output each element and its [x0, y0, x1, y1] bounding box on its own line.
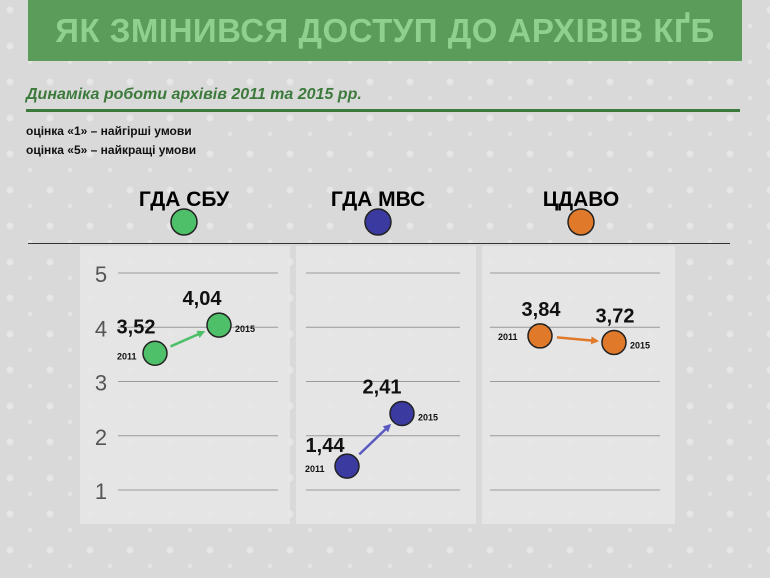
panel-gda-sbu: [80, 246, 290, 524]
data-point: [527, 323, 553, 349]
data-point: [142, 340, 168, 367]
subtitle-rule: [26, 109, 740, 112]
series-arrow: [170, 330, 206, 348]
series-arrow: [556, 336, 600, 345]
series-header-label: ГДА МВС: [331, 188, 425, 211]
panel-tsdavo: [482, 246, 675, 524]
data-value-label: 2,41: [363, 377, 402, 399]
data-point: [334, 453, 360, 479]
y-tick-label: 5: [95, 262, 107, 287]
series-legend-marker: [567, 208, 595, 236]
series-arrow: [358, 423, 392, 456]
data-year-label: 2015: [418, 413, 438, 423]
data-year-label: 2011: [305, 464, 325, 474]
data-year-label: 2011: [117, 351, 137, 361]
series-header-label: ГДА СБУ: [139, 188, 230, 211]
data-point: [389, 400, 415, 427]
panel-gda-mvs: [296, 246, 476, 524]
data-year-label: 2015: [235, 324, 255, 334]
header-rule: [28, 243, 730, 244]
data-year-label: 2015: [630, 340, 650, 350]
data-point: [206, 312, 232, 338]
series-header-label: ЦДАВО: [543, 188, 619, 211]
data-value-label: 3,52: [117, 316, 156, 338]
y-tick-label: 1: [95, 479, 107, 504]
note-best: оцінка «5» – найкращі умови: [26, 143, 197, 157]
y-tick-label: 2: [95, 425, 107, 450]
data-value-label: 4,04: [183, 288, 223, 310]
y-tick-label: 3: [95, 371, 107, 396]
series-legend-marker: [170, 208, 198, 236]
page-title: ЯК ЗМІНИВСЯ ДОСТУП ДО АРХІВІВ КҐБ: [55, 11, 715, 49]
y-tick-label: 4: [95, 316, 107, 341]
series-legend-marker: [364, 208, 392, 236]
title-banner: ЯК ЗМІНИВСЯ ДОСТУП ДО АРХІВІВ КҐБ: [28, 0, 742, 61]
data-value-label: 1,44: [306, 435, 346, 457]
data-value-label: 3,72: [596, 305, 635, 327]
chart-subtitle: Динаміка роботи архівів 2011 та 2015 рр.: [26, 86, 362, 103]
data-year-label: 2011: [498, 332, 518, 342]
data-point: [601, 329, 627, 356]
data-value-label: 3,84: [522, 299, 562, 321]
note-worst: оцінка «1» – найгірші умови: [26, 124, 192, 138]
